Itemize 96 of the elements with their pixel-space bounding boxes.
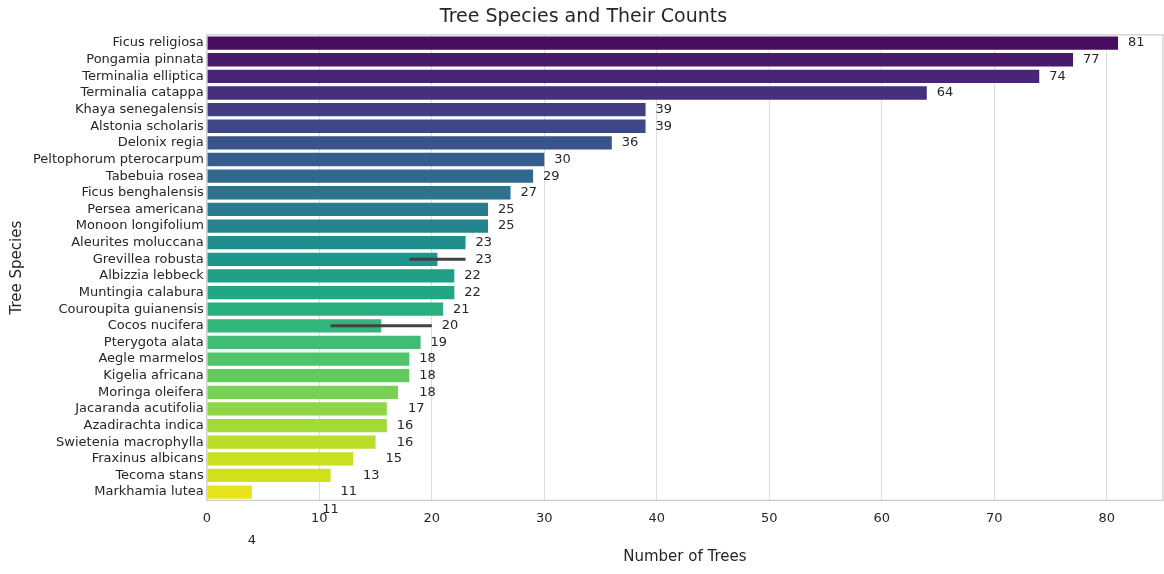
y-tick-label: Pterygota alata — [103, 333, 204, 349]
bar — [207, 369, 410, 383]
annotation: 64 — [936, 84, 954, 100]
bar — [207, 468, 331, 483]
annotation: 16 — [396, 433, 414, 449]
bar — [207, 152, 545, 167]
bar — [207, 169, 534, 183]
y-tick-label: Peltophorum pterocarpum — [32, 150, 204, 166]
y-tick-label: Monoon longifolium — [75, 217, 204, 233]
annotation: 81 — [1128, 34, 1145, 50]
annotation: 19 — [430, 333, 448, 349]
chart-title: Tree Species and Their Counts — [438, 4, 728, 27]
annotation: 25 — [498, 200, 515, 216]
bar — [207, 53, 1074, 67]
y-tick-label: Couroupita guianensis — [58, 300, 205, 316]
annotation: 30 — [554, 150, 571, 166]
annotation: 22 — [464, 267, 481, 283]
bar — [207, 119, 646, 133]
bar — [207, 335, 421, 350]
annotation: 18 — [419, 383, 436, 399]
y-tick-label: Azadirachta indica — [83, 416, 204, 432]
x-axis-title: Number of Trees — [623, 546, 747, 565]
annotation: 20 — [441, 317, 459, 333]
y-tick-label: Tecoma stans — [114, 466, 205, 482]
bar — [207, 36, 1118, 50]
bar — [207, 219, 489, 233]
y-axis-title: Tree Species — [6, 220, 25, 316]
y-tick-label: Tabebuia rosea — [104, 167, 204, 183]
y-tick-label: Terminalia elliptica — [81, 67, 204, 83]
bar — [207, 269, 455, 283]
y-tick-label: Moringa oleifera — [98, 383, 204, 399]
y-tick-label: Khaya senegalensis — [75, 101, 205, 116]
annotation: 17 — [408, 400, 425, 416]
annotation: 39 — [655, 101, 673, 116]
y-tick-label: Jacaranda acutifolia — [74, 400, 204, 416]
annotation: 39 — [655, 117, 673, 133]
bar — [207, 186, 511, 200]
bar — [207, 435, 376, 449]
y-tick-label: Alstonia scholaris — [90, 117, 205, 133]
annotation: 22 — [464, 283, 481, 299]
bar — [207, 102, 646, 117]
text: 4 — [247, 531, 256, 547]
bar — [207, 236, 466, 250]
bar — [207, 319, 382, 333]
bar — [207, 418, 387, 433]
x-tick-label: 0 — [202, 509, 211, 525]
bar — [207, 452, 354, 466]
bar — [207, 302, 444, 316]
bar — [207, 285, 455, 300]
y-tick-label: Muntingia calabura — [78, 283, 204, 299]
x-tick-label: 60 — [873, 509, 891, 525]
bar — [207, 485, 252, 499]
annotation: 74 — [1049, 67, 1066, 83]
bar — [207, 385, 399, 399]
annotation: 23 — [475, 234, 493, 250]
x-tick-label: 70 — [985, 509, 1003, 525]
bar — [207, 252, 438, 266]
y-tick-label: Cocos nucifera — [107, 317, 204, 333]
annotation: 36 — [621, 134, 639, 150]
annotation: 25 — [498, 217, 515, 233]
y-tick-label: Kigelia africana — [103, 367, 204, 383]
annotation: 13 — [363, 466, 380, 482]
y-tick-label: Albizzia lebbeck — [99, 267, 205, 283]
x-tick-label: 30 — [536, 509, 553, 525]
bar — [207, 402, 387, 416]
x-tick-label: 40 — [648, 509, 666, 525]
y-tick-label: Aleurites moluccana — [71, 234, 204, 250]
y-tick-label: Swietenia macrophylla — [56, 433, 204, 449]
y-tick-label: Terminalia catappa — [79, 84, 204, 100]
annotation: 11 — [340, 483, 358, 499]
annotation: 21 — [453, 300, 470, 316]
y-tick-label: Delonix regia — [117, 134, 204, 150]
bar — [207, 69, 1040, 84]
y-tick-label: Grevillea robusta — [92, 250, 204, 266]
x-tick-label: 50 — [761, 509, 778, 525]
annotation: 29 — [543, 167, 560, 183]
y-tick-label: Aegle marmelos — [98, 350, 205, 366]
x-tick-label: 20 — [423, 509, 441, 525]
annotation: 77 — [1083, 51, 1100, 67]
annotation: 27 — [520, 184, 538, 200]
bar — [207, 202, 489, 217]
y-tick-label: Fraxinus albicans — [91, 450, 205, 466]
y-tick-label: Ficus religiosa — [112, 34, 204, 50]
bar — [207, 136, 612, 150]
y-tick-label: Markhamia lutea — [94, 483, 204, 499]
y-tick-label: Persea americana — [87, 200, 204, 216]
y-tick-label: Ficus benghalensis — [81, 184, 205, 200]
bar — [207, 352, 410, 366]
annotation: 15 — [385, 450, 403, 466]
annotation: 23 — [475, 250, 493, 266]
annotation: 18 — [419, 350, 436, 366]
y-tick-label: Pongamia pinnata — [86, 51, 204, 67]
annotation: 18 — [419, 367, 436, 383]
x-tick-label: 80 — [1098, 509, 1116, 525]
bar — [207, 86, 927, 100]
annotation: 16 — [396, 416, 414, 432]
